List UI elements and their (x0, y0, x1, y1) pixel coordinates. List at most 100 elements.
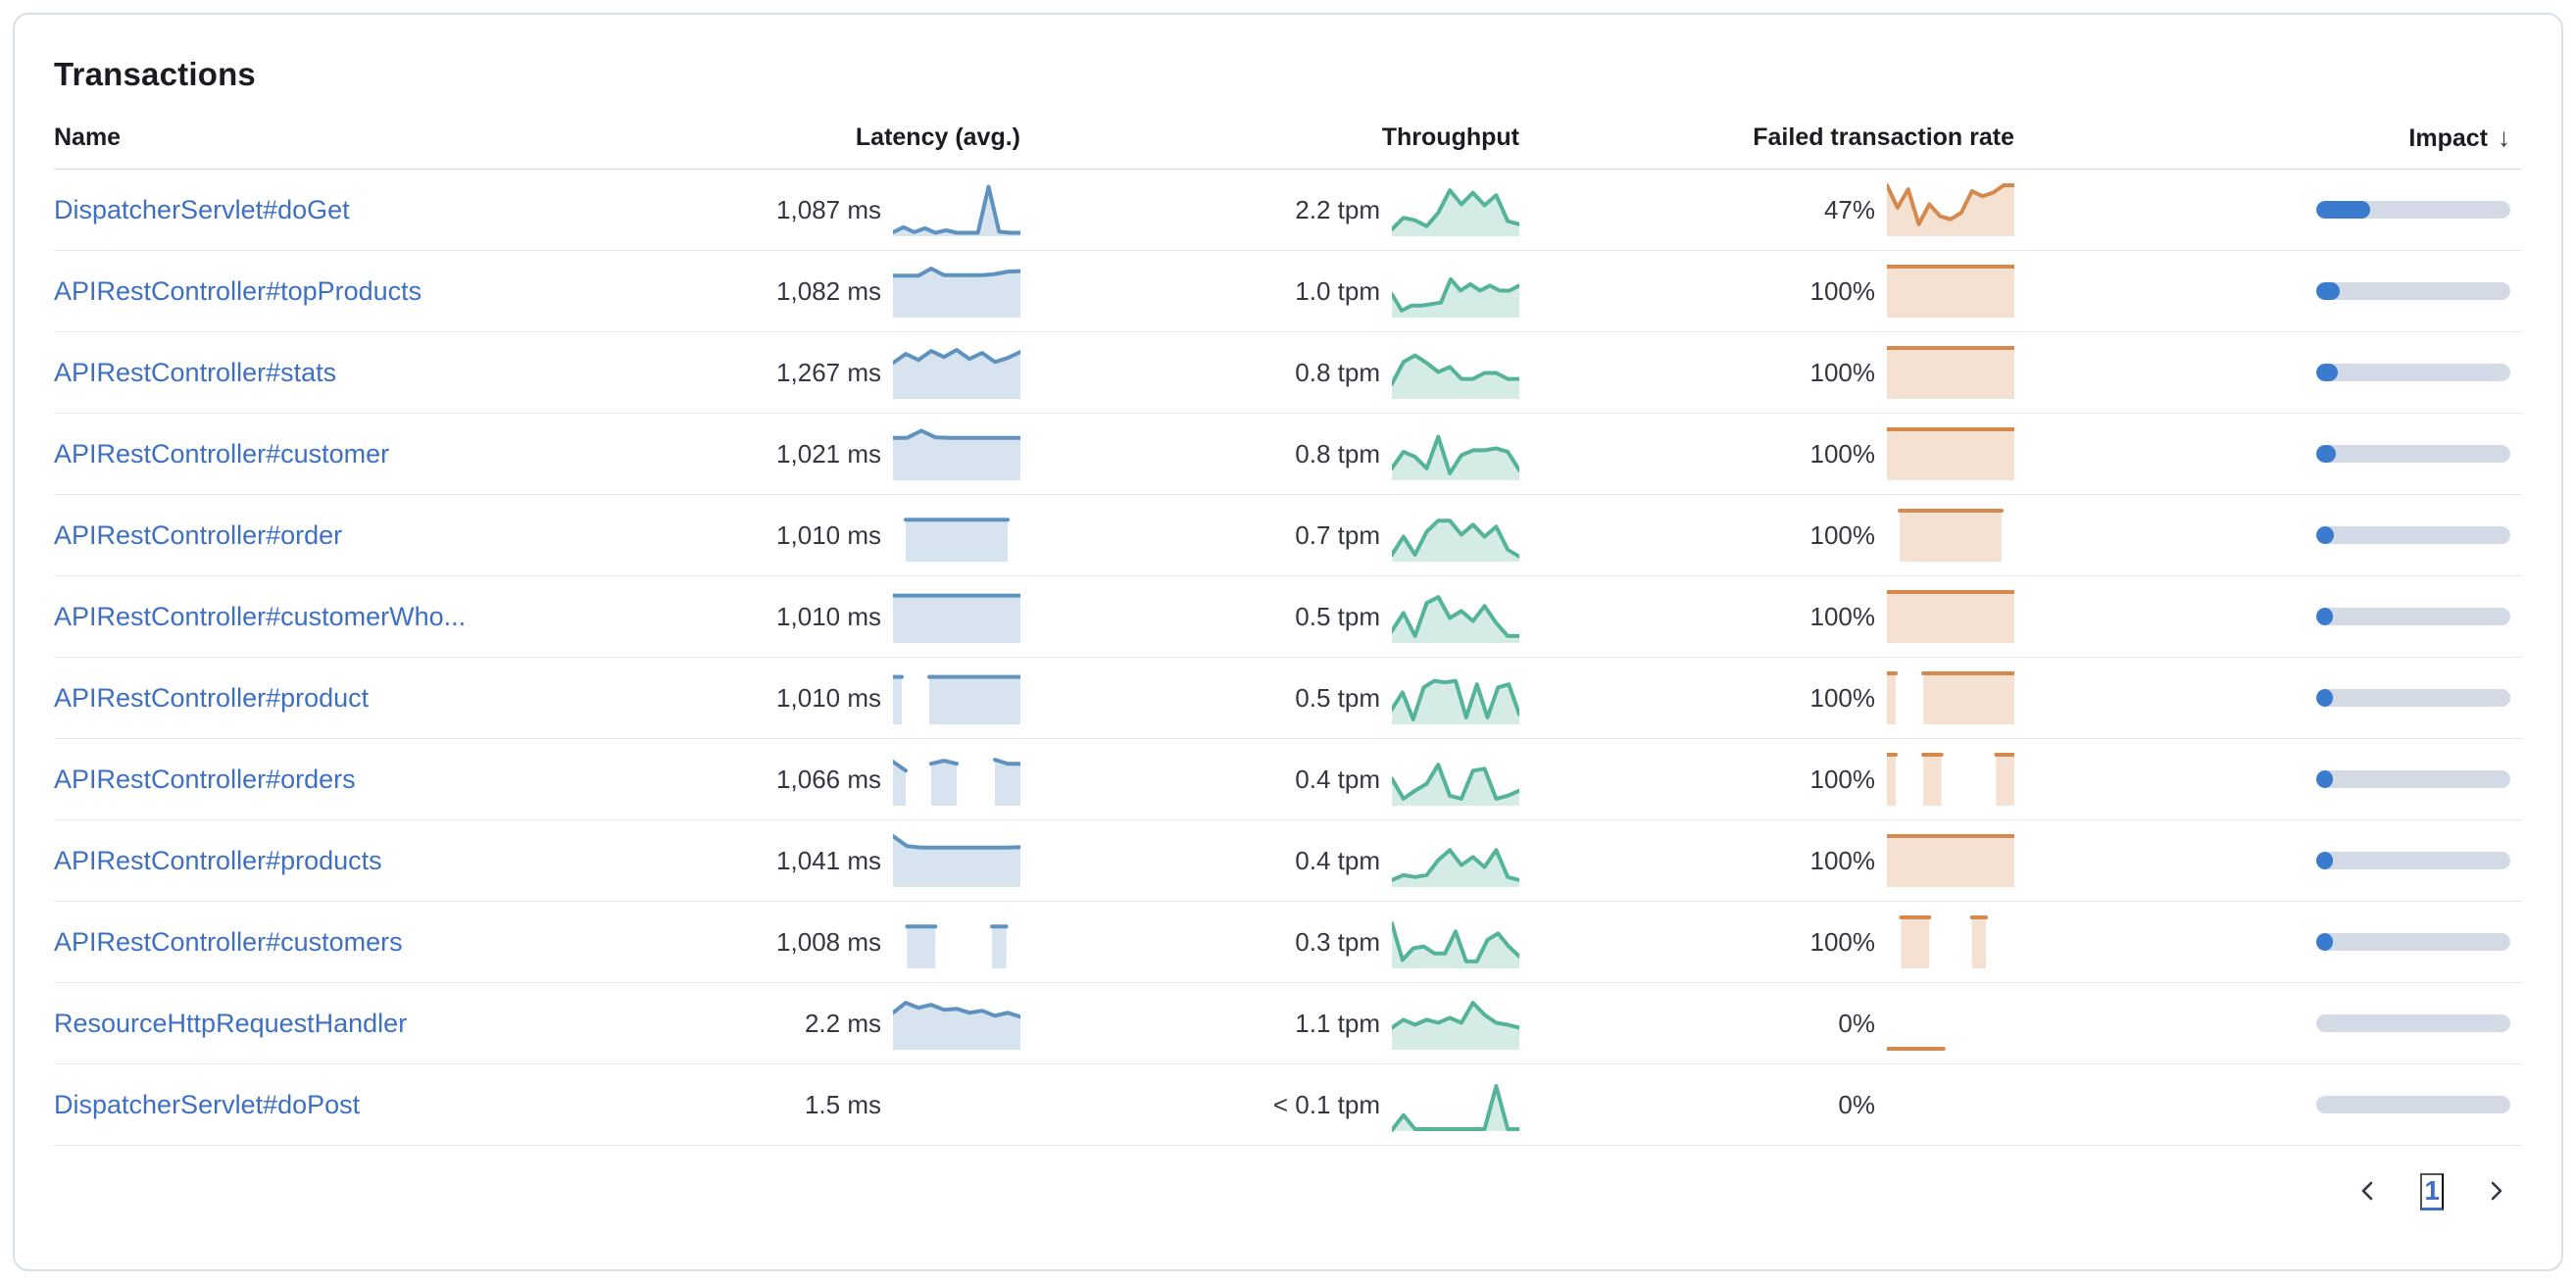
transaction-name-link[interactable]: DispatcherServlet#doGet (54, 194, 350, 224)
failed-rate-value: 100% (1809, 764, 1876, 794)
impact-bar (2316, 364, 2510, 381)
latency-value: 1,010 ms (776, 601, 881, 631)
failed-rate-value: 100% (1809, 519, 1876, 550)
throughput-sparkline (1392, 921, 1519, 968)
latency-sparkline (893, 758, 1020, 806)
throughput-value: 0.7 tpm (1295, 519, 1380, 550)
latency-sparkline (904, 518, 1010, 562)
previous-page-button[interactable] (2352, 1174, 2385, 1210)
column-header-name[interactable]: Name (54, 123, 122, 151)
throughput-cell: 0.8 tpm (1020, 426, 1519, 481)
column-header-impact[interactable]: Impact ↓ (2014, 123, 2522, 153)
throughput-cell: 0.3 tpm (1020, 914, 1519, 969)
transaction-name-link[interactable]: APIRestController#products (54, 845, 382, 875)
failed-rate-sparkline (1887, 427, 2014, 480)
latency-value: 1,066 ms (776, 764, 881, 794)
impact-bar (2316, 933, 2510, 951)
latency-cell: 1,010 ms (725, 508, 1020, 563)
latency-value: 1,010 ms (776, 519, 881, 550)
impact-cell (2014, 282, 2522, 300)
latency-value: 1,267 ms (776, 357, 881, 387)
latency-cell: 1,021 ms (725, 426, 1020, 481)
throughput-cell: 1.1 tpm (1020, 996, 1519, 1051)
latency-sparkline (893, 184, 1020, 236)
transaction-name-link[interactable]: APIRestController#customerWho... (54, 601, 467, 631)
failed-rate-cell: 0% (1519, 1077, 2014, 1132)
throughput-value: 0.5 tpm (1295, 601, 1380, 631)
throughput-value: < 0.1 tpm (1272, 1089, 1380, 1119)
throughput-value: 0.3 tpm (1295, 926, 1380, 957)
pagination: 1 (54, 1173, 2522, 1211)
impact-bar (2316, 852, 2510, 869)
column-header-throughput[interactable]: Throughput (1381, 123, 1519, 151)
failed-rate-cell: 100% (1519, 833, 2014, 888)
impact-bar (2316, 526, 2510, 544)
failed-rate-value: 0% (1838, 1008, 1875, 1038)
name-cell: ResourceHttpRequestHandler (54, 1009, 725, 1039)
transaction-name-link[interactable]: APIRestController#customers (54, 926, 403, 957)
transaction-name-link[interactable]: APIRestController#product (54, 682, 370, 713)
column-header-failed-rate[interactable]: Failed transaction rate (1753, 123, 2014, 151)
transaction-name-link[interactable]: APIRestController#orders (54, 764, 356, 794)
transaction-name-link[interactable]: APIRestController#stats (54, 357, 337, 387)
throughput-cell: 0.8 tpm (1020, 345, 1519, 400)
latency-value: 1,010 ms (776, 682, 881, 713)
latency-cell: 2.2 ms (725, 996, 1020, 1051)
impact-cell (2014, 445, 2522, 463)
transaction-name-link[interactable]: ResourceHttpRequestHandler (54, 1008, 408, 1038)
throughput-sparkline (1392, 353, 1519, 399)
latency-sparkline (893, 593, 1020, 643)
impact-cell (2014, 526, 2522, 544)
latency-cell: 1,267 ms (725, 345, 1020, 400)
table-header-row: Name Latency (avg.) Throughput Failed tr… (54, 123, 2522, 170)
transaction-name-link[interactable]: APIRestController#customer (54, 438, 390, 469)
failed-rate-cell: 100% (1519, 752, 2014, 807)
transaction-name-link[interactable]: APIRestController#order (54, 519, 343, 550)
failed-rate-sparkline (1887, 346, 2014, 399)
failed-rate-sparkline (1887, 590, 2014, 643)
failed-rate-sparkline (1887, 671, 2014, 724)
name-cell: APIRestController#products (54, 846, 725, 876)
latency-cell: 1,041 ms (725, 833, 1020, 888)
impact-bar-fill (2316, 282, 2340, 300)
table-row: APIRestController#product 1,010 ms 0.5 t… (54, 658, 2522, 739)
throughput-cell: 0.7 tpm (1020, 508, 1519, 563)
name-cell: APIRestController#customer (54, 439, 725, 469)
table-row: APIRestController#products 1,041 ms 0.4 … (54, 820, 2522, 902)
impact-bar-fill (2316, 526, 2334, 544)
impact-cell (2014, 201, 2522, 219)
latency-value: 1,087 ms (776, 194, 881, 224)
latency-cell: 1,087 ms (725, 182, 1020, 237)
impact-bar-fill (2316, 608, 2333, 625)
table-row: APIRestController#order 1,010 ms 0.7 tpm… (54, 495, 2522, 576)
throughput-value: 1.1 tpm (1295, 1008, 1380, 1038)
throughput-sparkline (1392, 678, 1519, 724)
next-page-button[interactable] (2479, 1174, 2512, 1210)
name-cell: DispatcherServlet#doGet (54, 195, 725, 225)
table-row: APIRestController#customerWho... 1,010 m… (54, 576, 2522, 658)
latency-cell: 1,010 ms (725, 670, 1020, 725)
failed-rate-sparkline (1887, 834, 2014, 887)
throughput-cell: 0.4 tpm (1020, 752, 1519, 807)
throughput-cell: 0.5 tpm (1020, 670, 1519, 725)
table-row: APIRestController#orders 1,066 ms 0.4 tp… (54, 739, 2522, 820)
latency-cell: 1,008 ms (725, 914, 1020, 969)
failed-rate-value: 100% (1809, 275, 1876, 306)
transaction-name-link[interactable]: DispatcherServlet#doPost (54, 1089, 361, 1119)
table-row: DispatcherServlet#doGet 1,087 ms 2.2 tpm… (54, 170, 2522, 251)
throughput-value: 0.4 tpm (1295, 845, 1380, 875)
chevron-left-icon (2355, 1178, 2381, 1207)
latency-sparkline (893, 674, 1020, 724)
transaction-name-link[interactable]: APIRestController#topProducts (54, 275, 422, 306)
latency-value: 1,021 ms (776, 438, 881, 469)
transactions-panel: Transactions Name Latency (avg.) Through… (13, 13, 2563, 1271)
table-row: APIRestController#topProducts 1,082 ms 1… (54, 251, 2522, 332)
name-cell: APIRestController#customers (54, 927, 725, 958)
table-row: APIRestController#customer 1,021 ms 0.8 … (54, 414, 2522, 495)
name-cell: APIRestController#order (54, 520, 725, 551)
column-header-latency[interactable]: Latency (avg.) (855, 123, 1020, 151)
impact-cell (2014, 1096, 2522, 1113)
page-number-1[interactable]: 1 (2420, 1173, 2444, 1211)
impact-bar-fill (2316, 770, 2333, 788)
impact-cell (2014, 364, 2522, 381)
